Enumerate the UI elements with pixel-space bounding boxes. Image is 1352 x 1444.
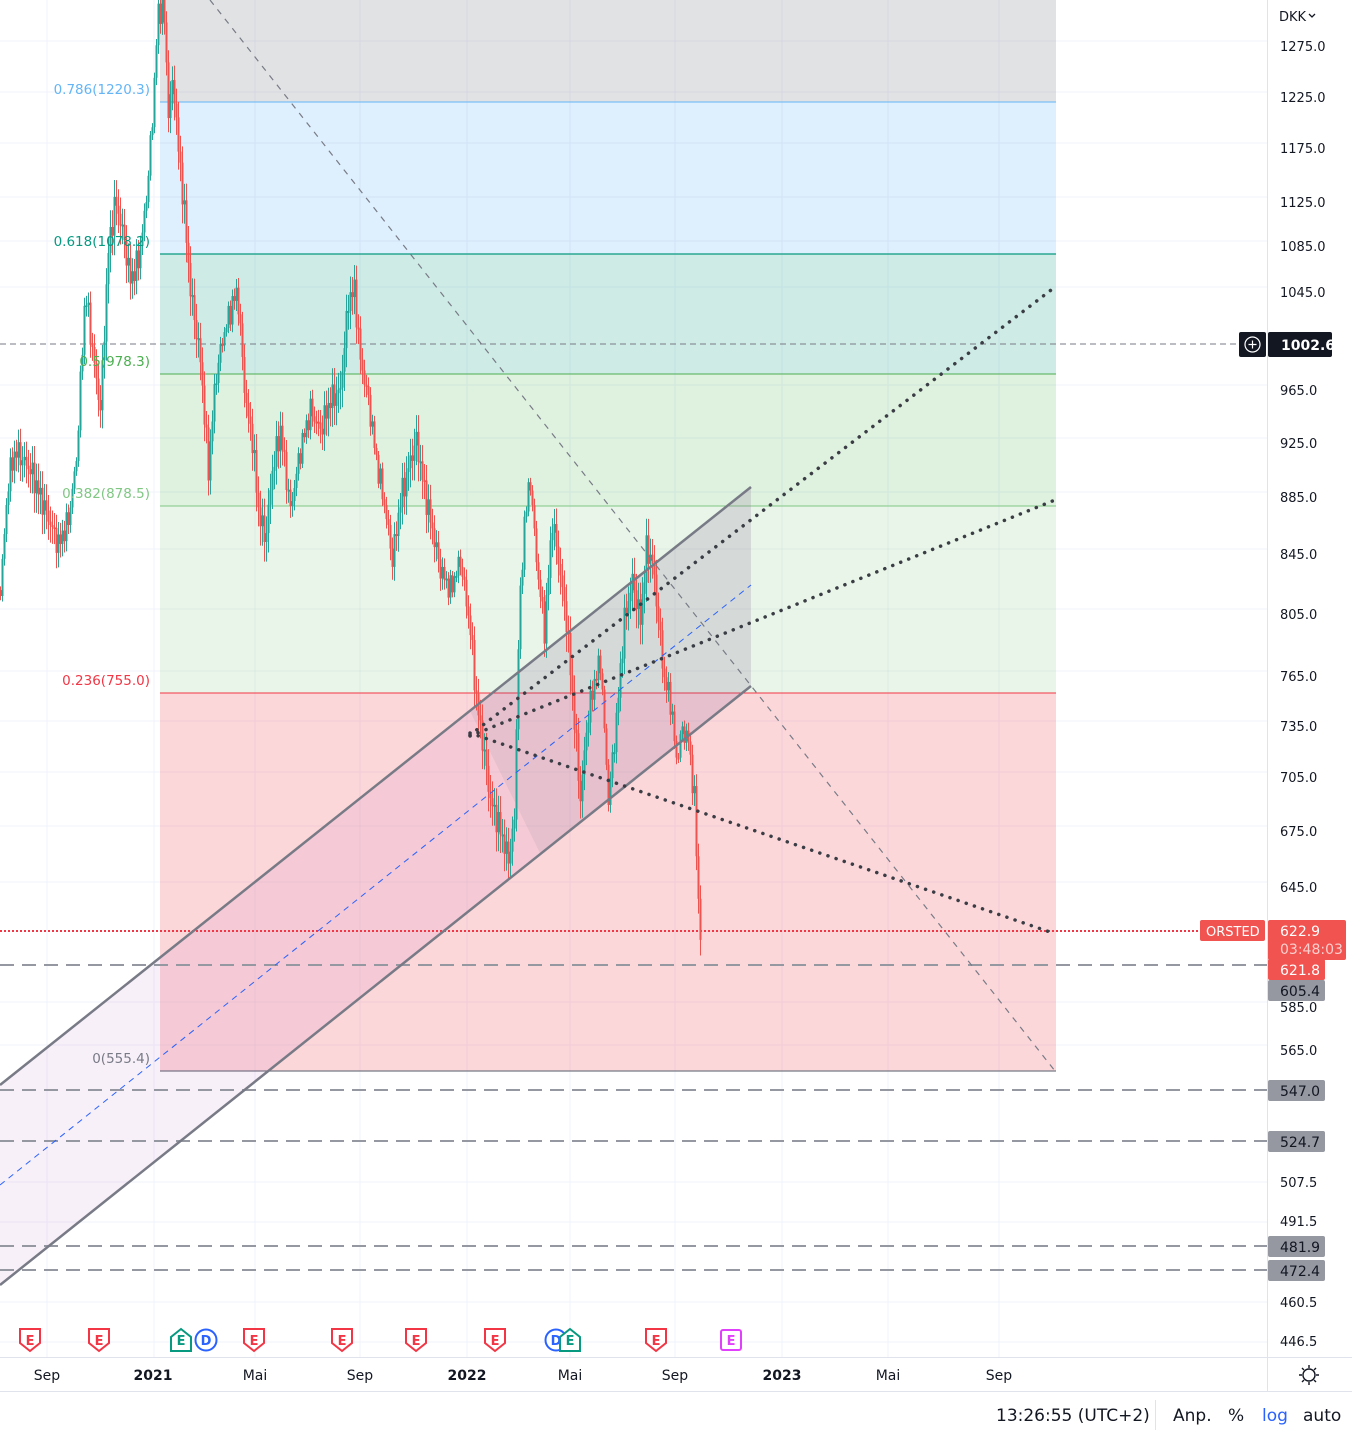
- event-E-icon[interactable]: E: [331, 1328, 353, 1353]
- svg-text:E: E: [250, 1334, 259, 1349]
- clock[interactable]: 13:26:55 (UTC+2): [996, 1406, 1150, 1426]
- svg-text:E: E: [566, 1334, 575, 1349]
- plus-circle-icon: [1244, 336, 1261, 353]
- price-tick-label: 925.0: [1280, 437, 1317, 452]
- event-E-icon[interactable]: E: [19, 1328, 41, 1353]
- time-tick-label: Sep: [662, 1368, 689, 1384]
- price-tick-label: 585.0: [1280, 1001, 1317, 1016]
- time-tick-label: Sep: [986, 1368, 1013, 1384]
- event-E-icon[interactable]: E: [170, 1327, 192, 1352]
- svg-text:622.9: 622.9: [1280, 924, 1320, 940]
- svg-text:524.7: 524.7: [1280, 1135, 1320, 1151]
- log-button[interactable]: log: [1262, 1406, 1288, 1426]
- svg-text:DKK: DKK: [1279, 10, 1307, 25]
- time-tick-label: Sep: [34, 1368, 61, 1384]
- price-tick-label: 735.0: [1280, 720, 1317, 735]
- svg-text:0.382(878.5): 0.382(878.5): [62, 486, 150, 502]
- percent-button[interactable]: %: [1228, 1406, 1245, 1426]
- price-axis-ticks[interactable]: 1275.0 1225.0 1175.0 1125.0 1085.0 1045.0 965.…: [1280, 40, 1326, 1350]
- time-tick-label: 2021: [134, 1368, 173, 1384]
- svg-text:03:48:03: 03:48:03: [1280, 942, 1343, 958]
- time-tick-label: Mai: [876, 1368, 901, 1384]
- price-tick-label: 1045.0: [1280, 286, 1326, 301]
- crosshair-price-tag[interactable]: 1002.6: [1239, 332, 1335, 357]
- price-tick-label: 805.0: [1280, 608, 1317, 623]
- price-tick-label: 845.0: [1280, 548, 1317, 563]
- svg-text:E: E: [412, 1334, 421, 1349]
- price-tick-label: 885.0: [1280, 491, 1317, 506]
- time-tick-label: Sep: [347, 1368, 374, 1384]
- event-E-icon[interactable]: E: [484, 1328, 506, 1353]
- svg-text:0.236(755.0): 0.236(755.0): [62, 673, 150, 689]
- svg-text:E: E: [95, 1334, 104, 1349]
- event-E-icon[interactable]: E: [243, 1328, 265, 1353]
- svg-text:E: E: [26, 1334, 35, 1349]
- svg-text:1002.6: 1002.6: [1281, 338, 1335, 354]
- time-tick-label: Mai: [243, 1368, 268, 1384]
- price-tick-label: 565.0: [1280, 1044, 1317, 1059]
- price-tick-label: 1125.0: [1280, 196, 1326, 211]
- divider: [1155, 1400, 1156, 1430]
- svg-text:0.786(1220.3): 0.786(1220.3): [54, 82, 150, 98]
- price-tick-label: 446.5: [1280, 1335, 1317, 1350]
- price-tick-label: 1175.0: [1280, 142, 1326, 157]
- event-E-icon[interactable]: E: [645, 1328, 667, 1353]
- status-bar: 13:26:55 (UTC+2) Anp. % log auto: [0, 1392, 1352, 1440]
- svg-text:547.0: 547.0: [1280, 1084, 1320, 1100]
- svg-text:D: D: [201, 1334, 212, 1349]
- svg-text:605.4: 605.4: [1280, 984, 1320, 1000]
- svg-text:E: E: [338, 1334, 347, 1349]
- svg-text:E: E: [727, 1334, 736, 1349]
- fibonacci-labels: 0.786(1220.3) 0.618(1078.2) 0.5(978.3) 0…: [54, 82, 150, 1067]
- time-tick-label: Mai: [558, 1368, 583, 1384]
- auto-button[interactable]: auto: [1303, 1406, 1342, 1426]
- price-tick-label: 1225.0: [1280, 91, 1326, 106]
- price-tick-label: 965.0: [1280, 384, 1317, 399]
- svg-text:621.8: 621.8: [1280, 963, 1320, 979]
- svg-text:0.5(978.3): 0.5(978.3): [79, 354, 150, 370]
- parallel-channel-fill: [0, 487, 751, 1285]
- dotted-trendlines[interactable]: [468, 285, 1057, 934]
- event-E-icon[interactable]: E: [559, 1327, 581, 1352]
- price-tick-label: 491.5: [1280, 1215, 1317, 1230]
- price-tick-label: 507.5: [1280, 1176, 1317, 1191]
- svg-text:472.4: 472.4: [1280, 1264, 1320, 1280]
- horizontal-levels[interactable]: [0, 964, 1268, 1271]
- price-tick-label: 1275.0: [1280, 40, 1326, 55]
- time-axis[interactable]: Sep 2021 Mai Sep 2022 Mai Sep 2023 Mai Sep: [34, 1368, 1013, 1384]
- level-tags[interactable]: 605.4 547.0 524.7 481.9 472.4: [1268, 980, 1325, 1281]
- gear-icon[interactable]: [1299, 1365, 1319, 1385]
- price-tick-label: 675.0: [1280, 825, 1317, 840]
- price-tick-label: 705.0: [1280, 771, 1317, 786]
- event-D-icon[interactable]: D: [194, 1328, 218, 1352]
- price-tick-label: 1085.0: [1280, 240, 1326, 255]
- price-tick-label: 460.5: [1280, 1296, 1317, 1311]
- symbol-price-tag: ORSTED 622.9 03:48:03 621.8: [1200, 920, 1346, 980]
- time-tick-label: 2023: [763, 1368, 802, 1384]
- price-tick-label: 645.0: [1280, 881, 1317, 896]
- time-tick-label: 2022: [448, 1368, 487, 1384]
- price-tick-label: 765.0: [1280, 670, 1317, 685]
- event-E-icon[interactable]: E: [88, 1328, 110, 1353]
- event-E-icon[interactable]: E: [405, 1328, 427, 1353]
- svg-text:ORSTED: ORSTED: [1206, 925, 1260, 940]
- svg-text:481.9: 481.9: [1280, 1240, 1320, 1256]
- svg-text:E: E: [491, 1334, 500, 1349]
- currency-selector[interactable]: DKK: [1279, 10, 1316, 25]
- svg-text:0.618(1078.2): 0.618(1078.2): [54, 234, 150, 250]
- event-E-icon[interactable]: E: [720, 1329, 742, 1351]
- fibonacci-retracement[interactable]: [160, 0, 1056, 1072]
- chevron-down-icon: [1308, 13, 1316, 18]
- horizontal-gridlines: [0, 40, 1268, 1343]
- candlestick-series[interactable]: [0, 0, 702, 956]
- svg-text:E: E: [652, 1334, 661, 1349]
- svg-text:D: D: [551, 1334, 562, 1349]
- adjust-button[interactable]: Anp.: [1173, 1406, 1212, 1426]
- svg-text:0(555.4): 0(555.4): [92, 1051, 150, 1067]
- svg-text:E: E: [177, 1334, 186, 1349]
